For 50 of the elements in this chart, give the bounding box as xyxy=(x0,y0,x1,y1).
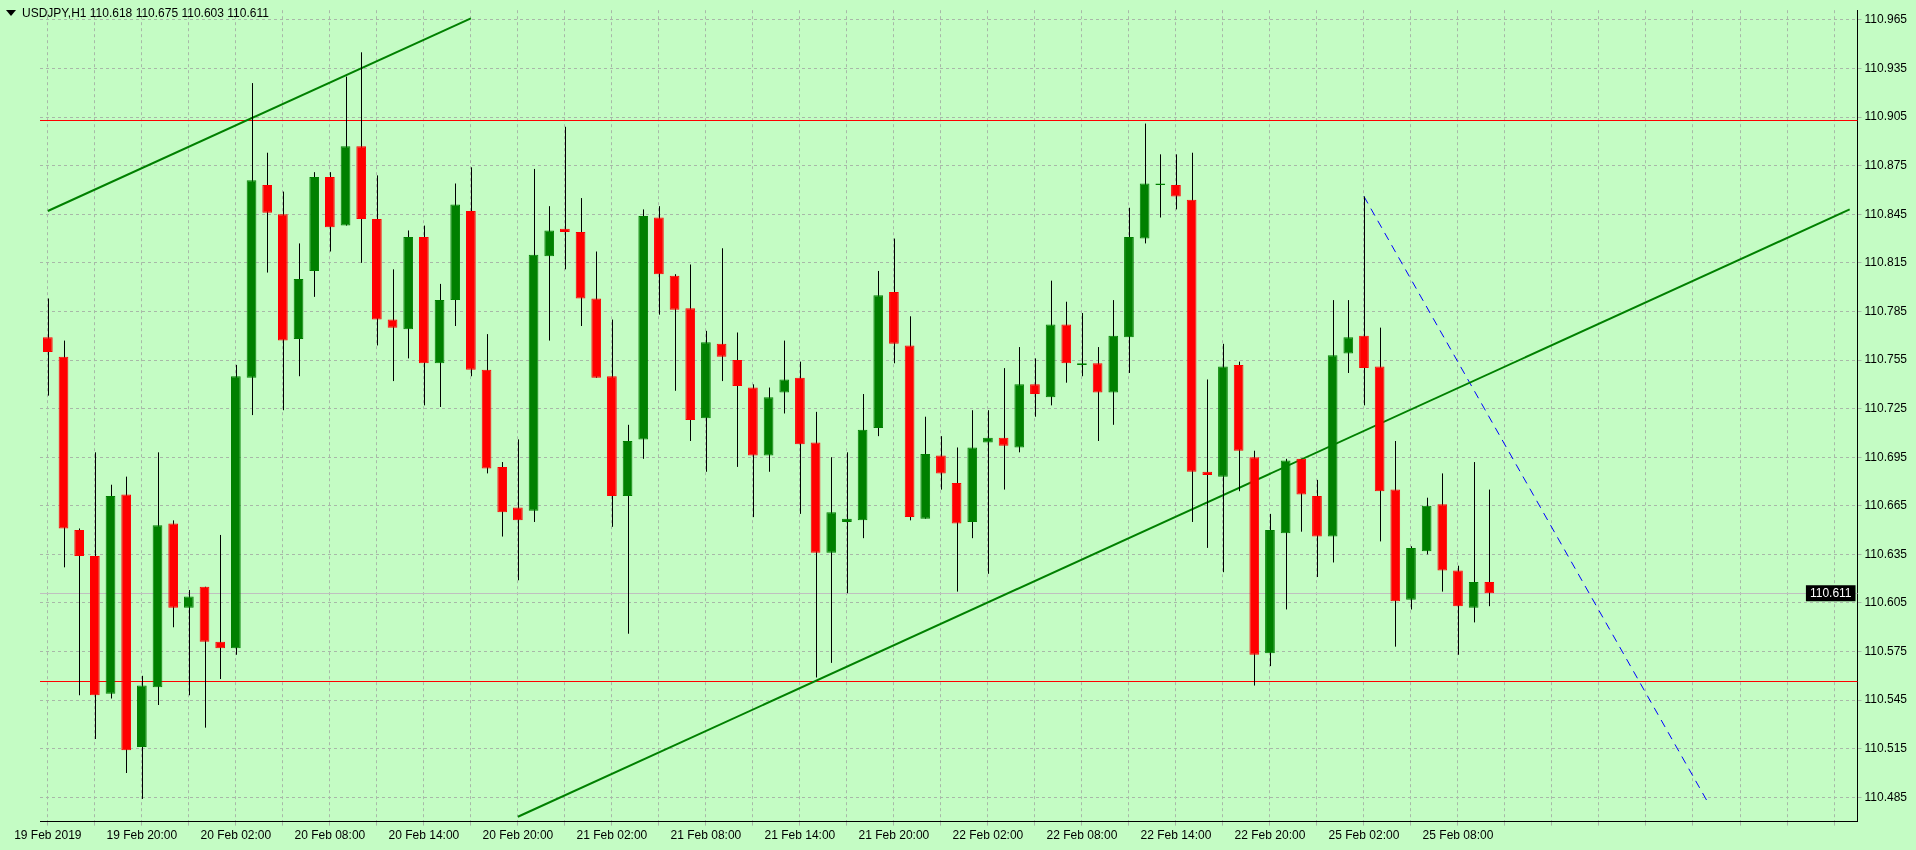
x-tick-label: 19 Feb 20:00 xyxy=(106,828,178,843)
candlestick xyxy=(544,205,555,342)
y-tick-label: 110.515 xyxy=(1864,741,1908,756)
y-tick-label: 110.905 xyxy=(1864,109,1908,124)
candlestick xyxy=(1484,489,1495,607)
chart-title: USDJPY,H1 110.618 110.675 110.603 110.611 xyxy=(22,6,269,20)
x-tick-label: 21 Feb 20:00 xyxy=(858,828,930,843)
x-tick-label: 20 Feb 14:00 xyxy=(388,828,460,843)
y-tick-label: 110.965 xyxy=(1864,12,1908,27)
y-tick-label: 110.605 xyxy=(1864,595,1908,610)
y-tick-label: 110.935 xyxy=(1864,60,1908,75)
candlestick xyxy=(732,331,743,468)
candlestick xyxy=(1468,461,1479,623)
y-tick-label: 110.875 xyxy=(1864,157,1908,172)
x-tick-label: 22 Feb 14:00 xyxy=(1140,828,1212,843)
candlestick xyxy=(1343,299,1354,374)
y-tick-label: 110.485 xyxy=(1864,789,1908,804)
y-tick-label: 110.815 xyxy=(1864,255,1908,270)
candlestick xyxy=(183,589,194,696)
y-tick-label: 110.695 xyxy=(1864,449,1908,464)
y-tick-label: 110.545 xyxy=(1864,692,1908,707)
candlestick xyxy=(936,435,946,491)
x-tick-label: 21 Feb 02:00 xyxy=(576,828,648,843)
y-tick-label: 110.785 xyxy=(1864,303,1908,318)
x-tick-label: 22 Feb 02:00 xyxy=(952,828,1024,843)
x-tick-label: 25 Feb 08:00 xyxy=(1422,828,1494,843)
candlestick xyxy=(42,297,53,397)
y-tick-label: 110.575 xyxy=(1864,643,1908,658)
candlestick xyxy=(983,409,993,575)
x-tick-label: 20 Feb 20:00 xyxy=(482,828,554,843)
candlestick xyxy=(1171,153,1181,210)
x-tick-label: 22 Feb 20:00 xyxy=(1234,828,1306,843)
y-tick-label: 110.725 xyxy=(1864,400,1908,415)
y-tick-label: 110.635 xyxy=(1864,546,1908,561)
x-tick-label: 22 Feb 08:00 xyxy=(1046,828,1118,843)
y-tick-label: 110.755 xyxy=(1864,352,1908,367)
x-tick-label: 21 Feb 08:00 xyxy=(670,828,742,843)
x-tick-label: 21 Feb 14:00 xyxy=(764,828,836,843)
x-tick-label: 25 Feb 02:00 xyxy=(1328,828,1400,843)
ref-line-label: 110.611 xyxy=(1809,585,1852,600)
candlestick xyxy=(215,534,226,680)
candlestick xyxy=(1030,357,1040,418)
candlestick xyxy=(779,340,790,414)
candlestick xyxy=(513,438,523,581)
y-tick-label: 110.665 xyxy=(1864,498,1908,513)
y-tick-label: 110.845 xyxy=(1864,206,1908,221)
x-tick-label: 19 Feb 2019 xyxy=(14,828,82,843)
x-tick-label: 20 Feb 08:00 xyxy=(294,828,366,843)
candlestick xyxy=(716,247,727,382)
x-tick-label: 20 Feb 02:00 xyxy=(200,828,272,843)
